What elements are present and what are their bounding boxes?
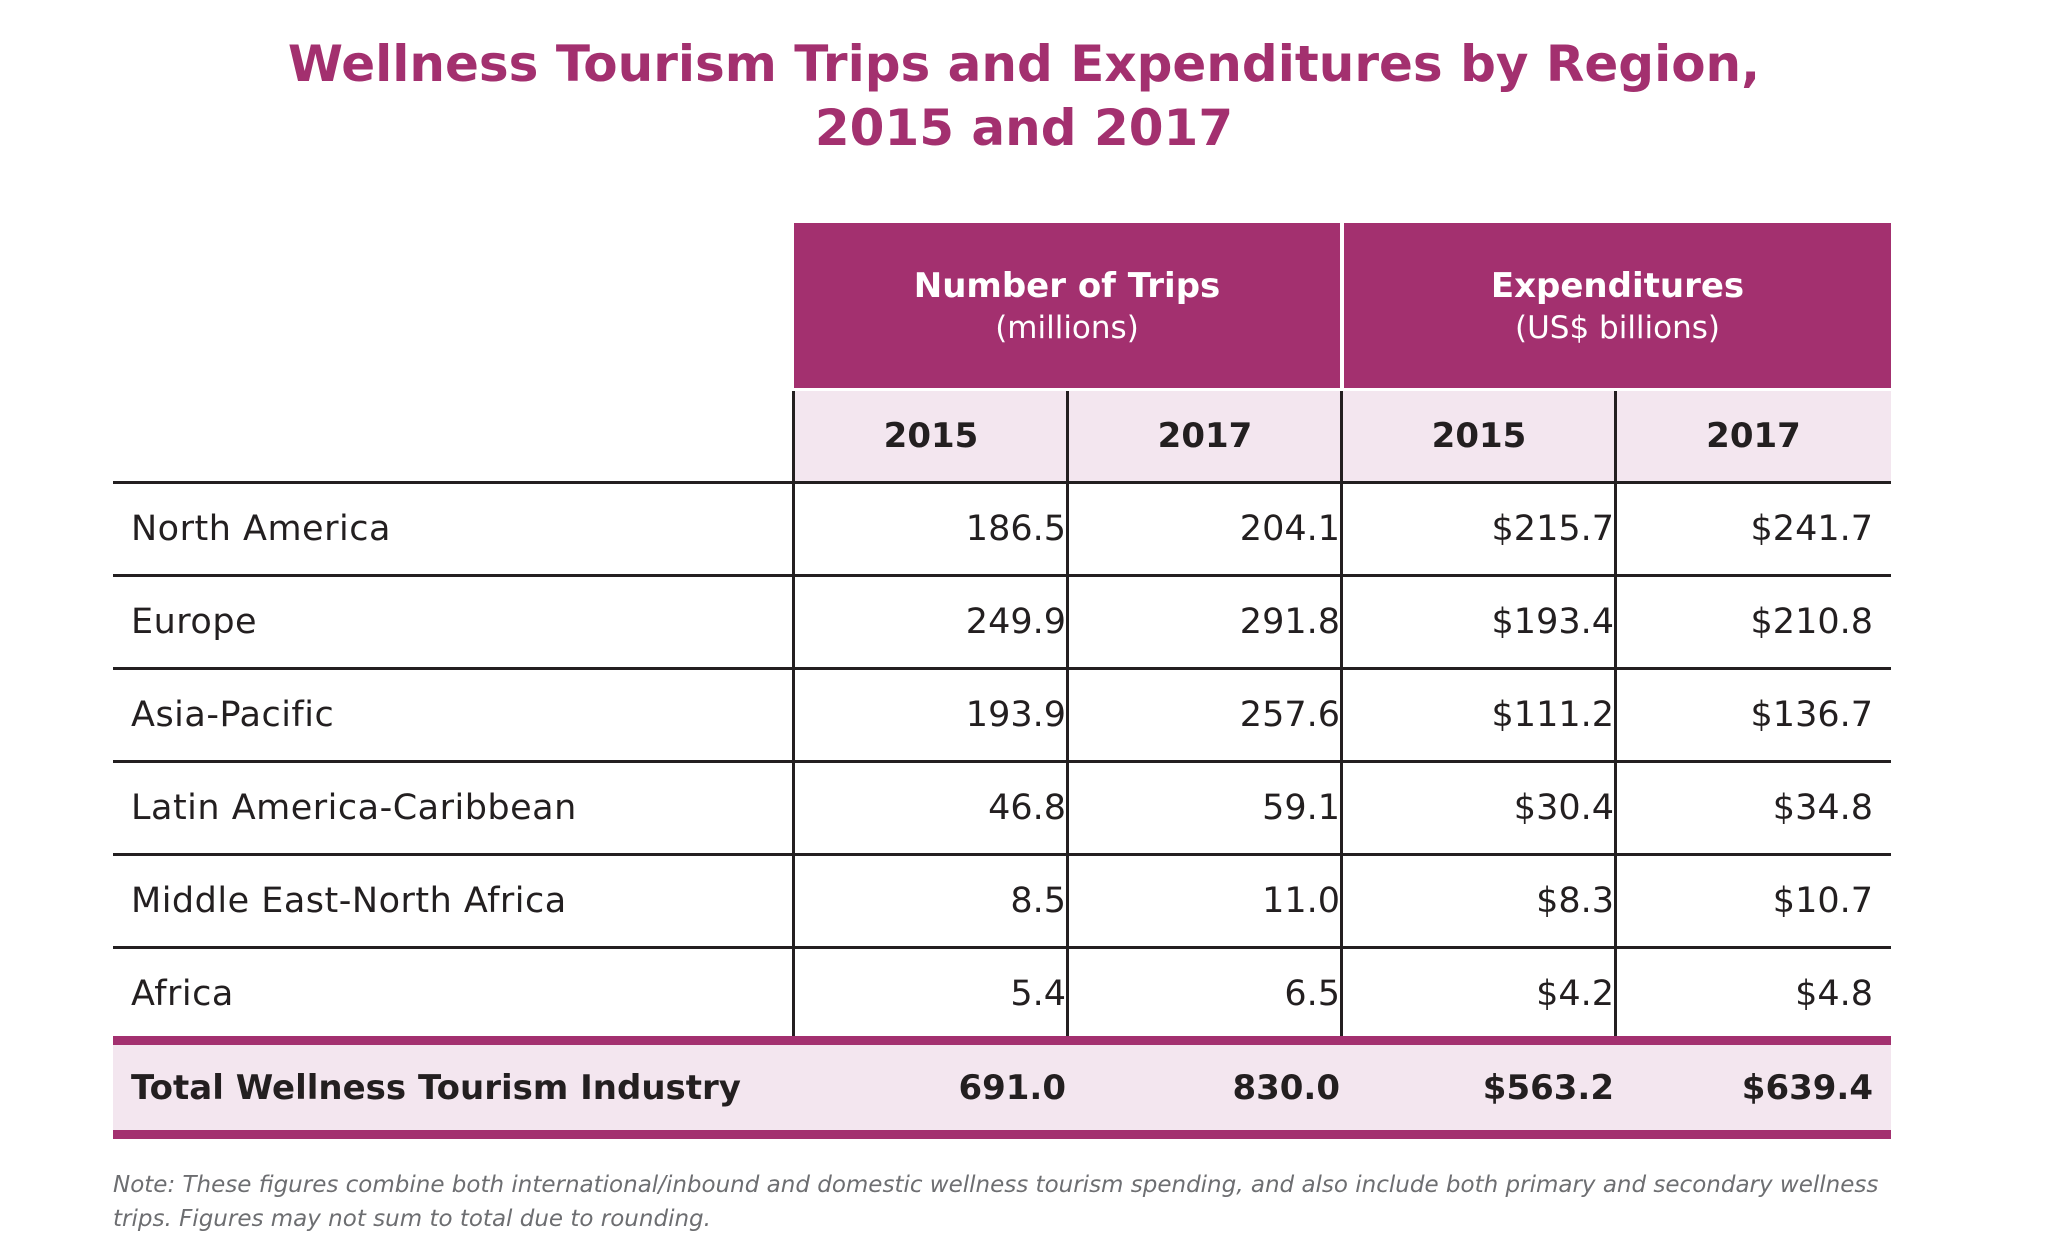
year-header-expenditures-2015: 2015	[1342, 391, 1616, 482]
expenditures-group-header: Expenditures (US$ billions)	[1344, 223, 1891, 388]
chart-title-line-1: Wellness Tourism Trips and Expenditures …	[287, 35, 1761, 93]
row-border-0	[113, 481, 1891, 484]
total-trips-2017-value: 830.0	[1232, 1068, 1340, 1108]
expenditures-2015-value: $8.3	[1536, 881, 1614, 921]
trips-2017-value: 11.0	[1262, 881, 1340, 921]
trips-2015-value: 249.9	[965, 602, 1066, 642]
table-row-africa: Africa 5.4 6.5 $4.2 $4.8	[113, 949, 1891, 1039]
year-divider-3	[1614, 391, 1617, 482]
total-top-rule	[113, 1036, 1891, 1045]
year-header-trips-2017: 2017	[1068, 391, 1342, 482]
trips-2015-value: 8.5	[1010, 881, 1066, 921]
expenditures-2015-value: $30.4	[1513, 788, 1614, 828]
region-label: Asia-Pacific	[131, 695, 335, 735]
expenditures-2017-value: $34.8	[1772, 788, 1873, 828]
expenditures-2015-value: $215.7	[1491, 509, 1614, 549]
total-bottom-rule	[113, 1130, 1891, 1139]
row-border-4	[113, 853, 1891, 856]
expenditures-group-title: Expenditures	[1490, 266, 1745, 306]
trips-2015-value: 186.5	[965, 509, 1066, 549]
region-label: Europe	[131, 602, 258, 642]
expenditures-2015-value: $4.2	[1536, 974, 1614, 1014]
trips-group-header: Number of Trips (millions)	[794, 223, 1340, 388]
year-header-trips-2015: 2015	[794, 391, 1068, 482]
expenditures-2015-value: $193.4	[1491, 602, 1614, 642]
trips-group-title: Number of Trips	[913, 266, 1221, 306]
footnote: Note: These figures combine both interna…	[113, 1172, 1879, 1232]
table-row-asia-pacific: Asia-Pacific 193.9 257.6 $111.2 $136.7	[113, 670, 1891, 760]
header-group-divider	[1340, 223, 1344, 388]
year-divider-1	[1066, 391, 1069, 482]
table-row-europe: Europe 249.9 291.8 $193.4 $210.8	[113, 577, 1891, 667]
expenditures-2017-value: $210.8	[1750, 602, 1873, 642]
total-label: Total Wellness Tourism Industry	[131, 1068, 741, 1108]
region-label: Africa	[131, 974, 234, 1014]
table-row-latin-america-caribbean: Latin America-Caribbean 46.8 59.1 $30.4 …	[113, 763, 1891, 853]
row-border-2	[113, 667, 1891, 670]
trips-2017-value: 257.6	[1239, 695, 1340, 735]
table-row-total: Total Wellness Tourism Industry 691.0 83…	[113, 1045, 1891, 1131]
trips-2017-value: 59.1	[1262, 788, 1340, 828]
chart-title-line-2: 2015 and 2017	[814, 99, 1234, 157]
expenditures-2017-value: $4.8	[1795, 974, 1873, 1014]
trips-2015-value: 5.4	[1010, 974, 1066, 1014]
year-header-expenditures-2017: 2017	[1616, 391, 1891, 482]
region-label: North America	[131, 509, 391, 549]
year-divider-2	[1340, 391, 1343, 482]
trips-2017-value: 204.1	[1239, 509, 1340, 549]
year-divider-0	[792, 391, 795, 482]
region-label: Latin America-Caribbean	[131, 788, 577, 828]
total-trips-2015-value: 691.0	[958, 1068, 1066, 1108]
trips-2015-value: 193.9	[965, 695, 1066, 735]
total-expenditures-2015-value: $563.2	[1482, 1068, 1614, 1108]
trips-group-unit: (millions)	[995, 310, 1139, 346]
trips-2017-value: 6.5	[1284, 974, 1340, 1014]
row-border-1	[113, 574, 1891, 577]
expenditures-2017-value: $136.7	[1750, 695, 1873, 735]
table-row-north-america: North America 186.5 204.1 $215.7 $241.7	[113, 484, 1891, 574]
expenditures-group-unit: (US$ billions)	[1514, 310, 1721, 346]
row-border-3	[113, 760, 1891, 763]
trips-2017-value: 291.8	[1239, 602, 1340, 642]
trips-2015-value: 46.8	[988, 788, 1066, 828]
expenditures-2015-value: $111.2	[1491, 695, 1614, 735]
total-expenditures-2017-value: $639.4	[1741, 1068, 1873, 1108]
expenditures-2017-value: $241.7	[1750, 509, 1873, 549]
table-row-middle-east-north-africa: Middle East-North Africa 8.5 11.0 $8.3 $…	[113, 856, 1891, 946]
expenditures-2017-value: $10.7	[1772, 881, 1873, 921]
region-label: Middle East-North Africa	[131, 881, 567, 921]
row-border-5	[113, 946, 1891, 949]
